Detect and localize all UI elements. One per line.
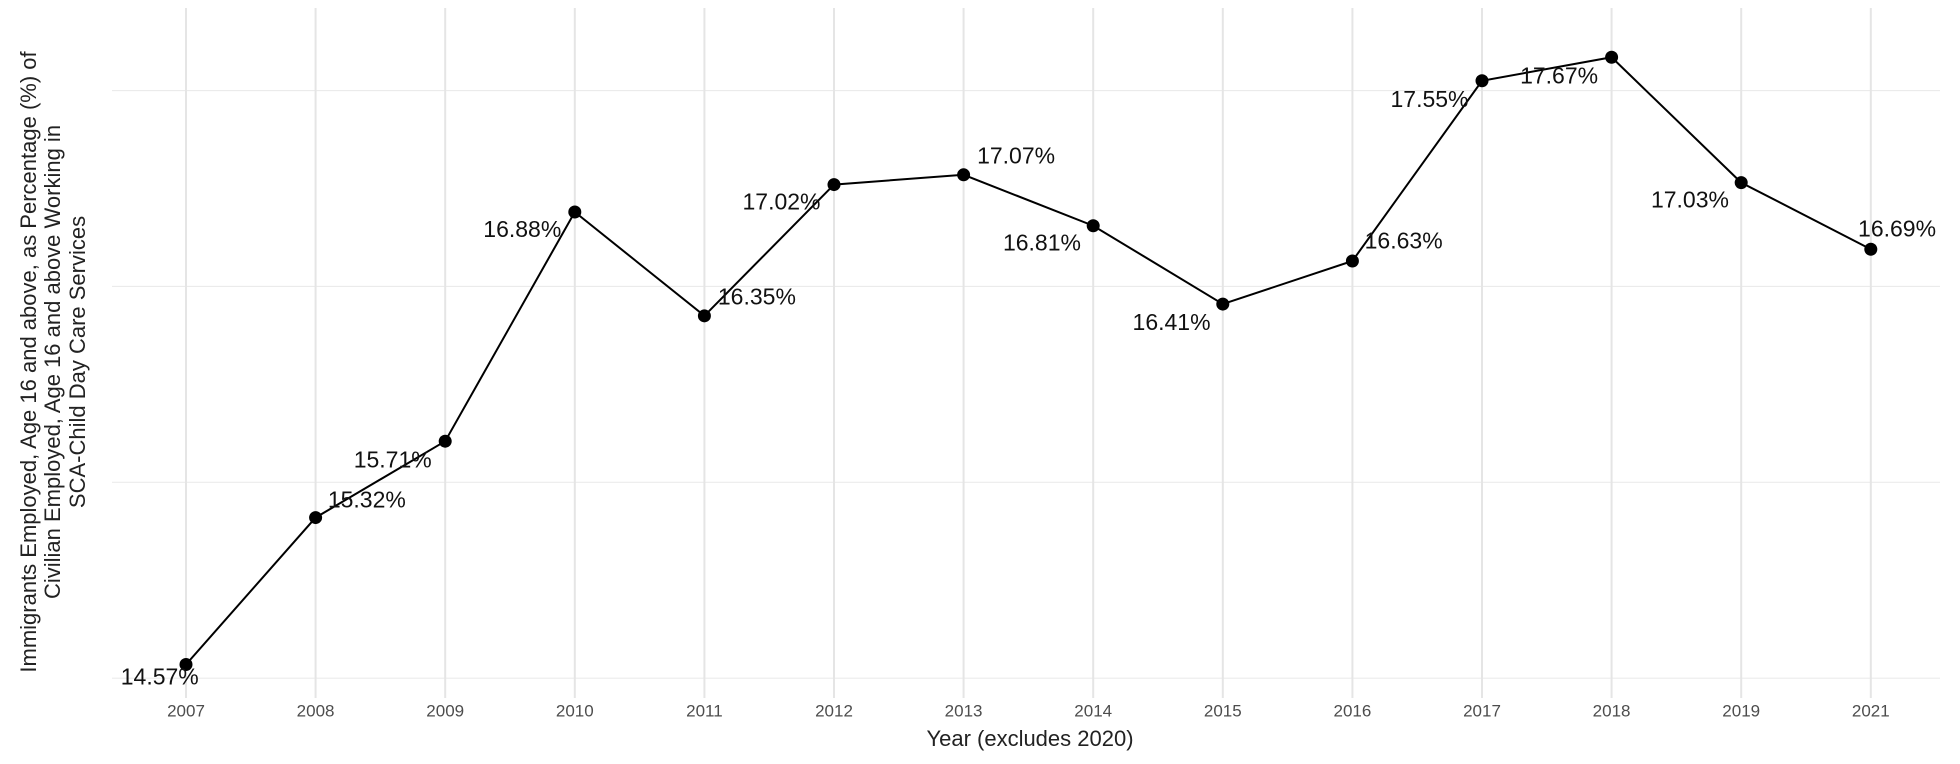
value-label: 16.63% — [1365, 227, 1443, 253]
y-axis-title-line: SCA-Child Day Care Services — [65, 216, 90, 508]
y-axis-title-line: Civilian Employed, Age 16 and above Work… — [40, 125, 65, 599]
point — [957, 168, 971, 182]
x-tick-label: 2012 — [815, 701, 853, 720]
x-tick-label: 2019 — [1722, 701, 1760, 720]
value-label: 15.32% — [328, 486, 406, 512]
x-tick-label: 2007 — [167, 701, 205, 720]
value-label: 17.67% — [1520, 62, 1598, 88]
x-tick-label: 2016 — [1333, 701, 1371, 720]
x-tick-label: 2013 — [945, 701, 983, 720]
point — [1605, 50, 1619, 64]
value-label: 17.07% — [977, 142, 1055, 168]
x-tick-label: 2014 — [1074, 701, 1112, 720]
value-label: 17.55% — [1390, 86, 1468, 112]
x-tick-label: 2010 — [556, 701, 594, 720]
value-label: 16.41% — [1133, 309, 1211, 335]
value-label: 17.02% — [742, 188, 820, 214]
point — [1864, 242, 1878, 256]
point — [179, 657, 193, 671]
point — [568, 205, 582, 219]
x-tick-label: 2008 — [297, 701, 335, 720]
x-tick-label: 2018 — [1593, 701, 1631, 720]
x-tick-label: 2009 — [426, 701, 464, 720]
point — [1734, 176, 1748, 190]
point — [309, 511, 323, 525]
value-label: 14.57% — [121, 663, 199, 689]
point — [697, 309, 711, 323]
y-axis-title: Immigrants Employed, Age 16 and above, a… — [16, 50, 90, 672]
point — [1475, 74, 1489, 88]
x-axis-title: Year (excludes 2020) — [926, 726, 1133, 751]
value-label: 16.81% — [1003, 230, 1081, 256]
value-label: 16.69% — [1858, 216, 1936, 242]
point — [1216, 297, 1230, 311]
value-label: 16.88% — [483, 216, 561, 242]
x-tick-label: 2015 — [1204, 701, 1242, 720]
x-tick-label: 2021 — [1852, 701, 1890, 720]
value-label: 15.71% — [354, 446, 432, 472]
value-label: 17.03% — [1651, 186, 1729, 212]
point — [1345, 254, 1359, 268]
point — [827, 178, 841, 192]
x-tick-label: 2017 — [1463, 701, 1501, 720]
point — [1086, 219, 1100, 233]
y-axis-title-line: Immigrants Employed, Age 16 and above, a… — [16, 50, 41, 672]
value-label: 16.35% — [718, 283, 796, 309]
x-tick-label: 2011 — [686, 701, 723, 720]
point — [438, 434, 452, 448]
line — [185, 56, 1872, 666]
